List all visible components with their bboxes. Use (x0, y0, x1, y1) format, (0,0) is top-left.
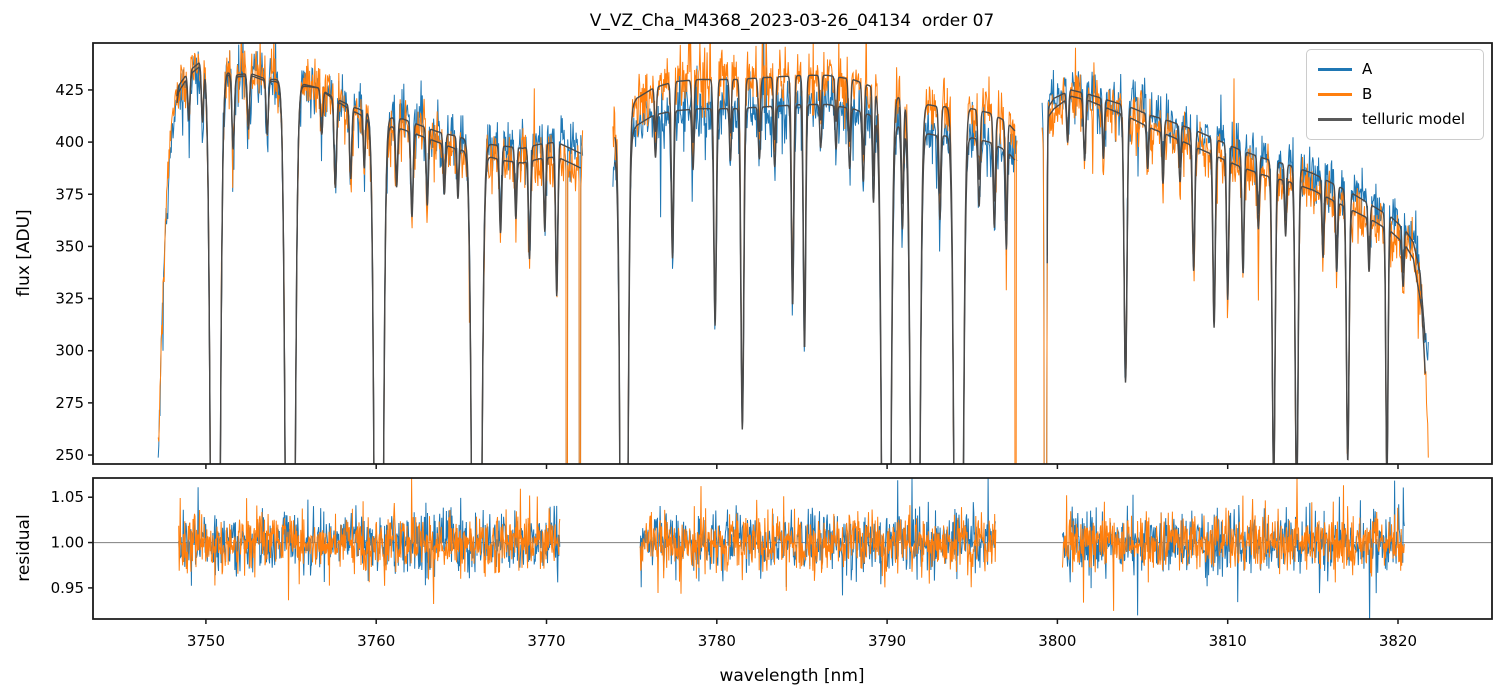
residual-axes-xtick-label: 3810 (1209, 632, 1247, 650)
main-axes-ytick-label: 350 (55, 237, 84, 255)
legend-line-a (1318, 68, 1352, 71)
residual-axes-ytick-label: 1.05 (51, 488, 84, 506)
telluric-model-B-order-chunk-2 (613, 74, 1016, 464)
legend-entry-telluric: telluric model (1318, 107, 1473, 132)
main-axes-ytick-label: 425 (55, 81, 84, 99)
residual-axes-ytick-label: 1.00 (51, 534, 84, 552)
residual-axes-data (93, 478, 1492, 619)
telluric-model-A-order-chunk-2 (614, 103, 1016, 464)
spectrum-B-order-chunk-2 (612, 43, 1018, 464)
main-axes: 250 275 300 325 350 375 400 425 (55, 42, 1493, 469)
spectrum-B-order-chunk-3 (1041, 47, 1429, 464)
legend-entry-a: A (1318, 57, 1473, 82)
legend-line-b (1318, 93, 1352, 96)
spectrum-A-order-chunk-1 (157, 43, 584, 464)
telluric-model-B-order-chunk-3 (1046, 95, 1426, 464)
main-axes-ytick-label: 250 (55, 446, 84, 464)
legend-line-telluric (1318, 118, 1352, 121)
residual-axis-label: residual (14, 514, 34, 582)
residual-B-order-chunk-2 (639, 486, 997, 594)
telluric-model-A-order-chunk-3 (1046, 89, 1426, 464)
telluric-model-B-order-chunk-1 (176, 62, 581, 464)
main-axes-ytick-label: 325 (55, 290, 84, 308)
main-axes-spines (92, 42, 1493, 465)
residual-axes-xtick-label: 3750 (187, 632, 225, 650)
telluric-model-A-order-chunk-1 (176, 66, 581, 464)
figure-title: V_VZ_Cha_M4368_2023-03-26_04134 order 07 (589, 11, 995, 31)
spectrum-A-order-chunk-2 (612, 43, 1018, 464)
residual-axes-spines (92, 477, 1493, 620)
residual-axes-xtick-label: 3790 (868, 632, 906, 650)
main-axes-ytick-label: 275 (55, 394, 84, 412)
main-axes-ytick-label: 300 (55, 342, 84, 360)
flux-axis-label: flux [ADU] (14, 209, 34, 297)
legend-label-telluric: telluric model (1362, 110, 1466, 128)
residual-axes-xtick-label: 3820 (1379, 632, 1417, 650)
main-axes-data (157, 43, 1429, 464)
main-axes-ytick-label: 400 (55, 133, 84, 151)
residual-B-order-chunk-3 (1062, 478, 1405, 611)
residual-axes-xtick-label: 3800 (1038, 632, 1076, 650)
legend-label-b: B (1362, 85, 1373, 103)
residual-axes-xtick-label: 3770 (527, 632, 565, 650)
residual-axes-xtick-label: 3760 (357, 632, 395, 650)
residual-axes-ytick-label: 0.95 (51, 579, 84, 597)
legend-label-a: A (1362, 60, 1373, 78)
residual-B-order-chunk-1 (178, 478, 561, 605)
residual-A-order-chunk-2 (639, 478, 996, 596)
main-axes-ytick-label: 375 (55, 185, 84, 203)
legend-entry-b: B (1318, 82, 1473, 107)
wavelength-axis-label: wavelength [nm] (719, 666, 865, 686)
residual-axes-xtick-label: 3780 (698, 632, 736, 650)
residual-axes: 0.95 1.00 1.05 3750 3760 3770 3780 3790 3800 3810… (51, 477, 1493, 650)
spectrum-A-order-chunk-3 (1041, 69, 1429, 464)
legend-box: A B telluric model (1306, 49, 1484, 140)
